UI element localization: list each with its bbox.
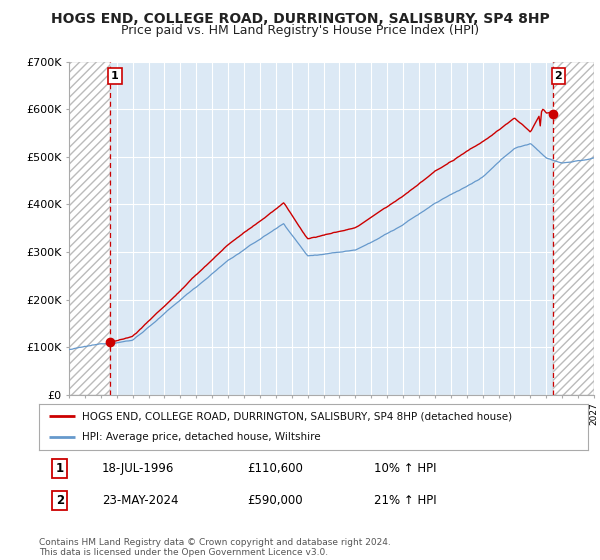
Bar <box>69 62 110 395</box>
Text: Price paid vs. HM Land Registry's House Price Index (HPI): Price paid vs. HM Land Registry's House … <box>121 24 479 36</box>
Bar <box>553 62 594 395</box>
Text: 21% ↑ HPI: 21% ↑ HPI <box>374 494 437 507</box>
Text: HPI: Average price, detached house, Wiltshire: HPI: Average price, detached house, Wilt… <box>82 432 320 442</box>
Text: £110,600: £110,600 <box>248 462 304 475</box>
Text: Contains HM Land Registry data © Crown copyright and database right 2024.
This d: Contains HM Land Registry data © Crown c… <box>39 538 391 557</box>
Text: HOGS END, COLLEGE ROAD, DURRINGTON, SALISBURY, SP4 8HP (detached house): HOGS END, COLLEGE ROAD, DURRINGTON, SALI… <box>82 411 512 421</box>
Text: 23-MAY-2024: 23-MAY-2024 <box>102 494 179 507</box>
Text: 1: 1 <box>56 462 64 475</box>
Text: 1: 1 <box>111 71 119 81</box>
Text: £590,000: £590,000 <box>248 494 303 507</box>
Text: 2: 2 <box>554 71 562 81</box>
Text: 10% ↑ HPI: 10% ↑ HPI <box>374 462 436 475</box>
Text: 18-JUL-1996: 18-JUL-1996 <box>102 462 175 475</box>
Text: 2: 2 <box>56 494 64 507</box>
Text: HOGS END, COLLEGE ROAD, DURRINGTON, SALISBURY, SP4 8HP: HOGS END, COLLEGE ROAD, DURRINGTON, SALI… <box>50 12 550 26</box>
